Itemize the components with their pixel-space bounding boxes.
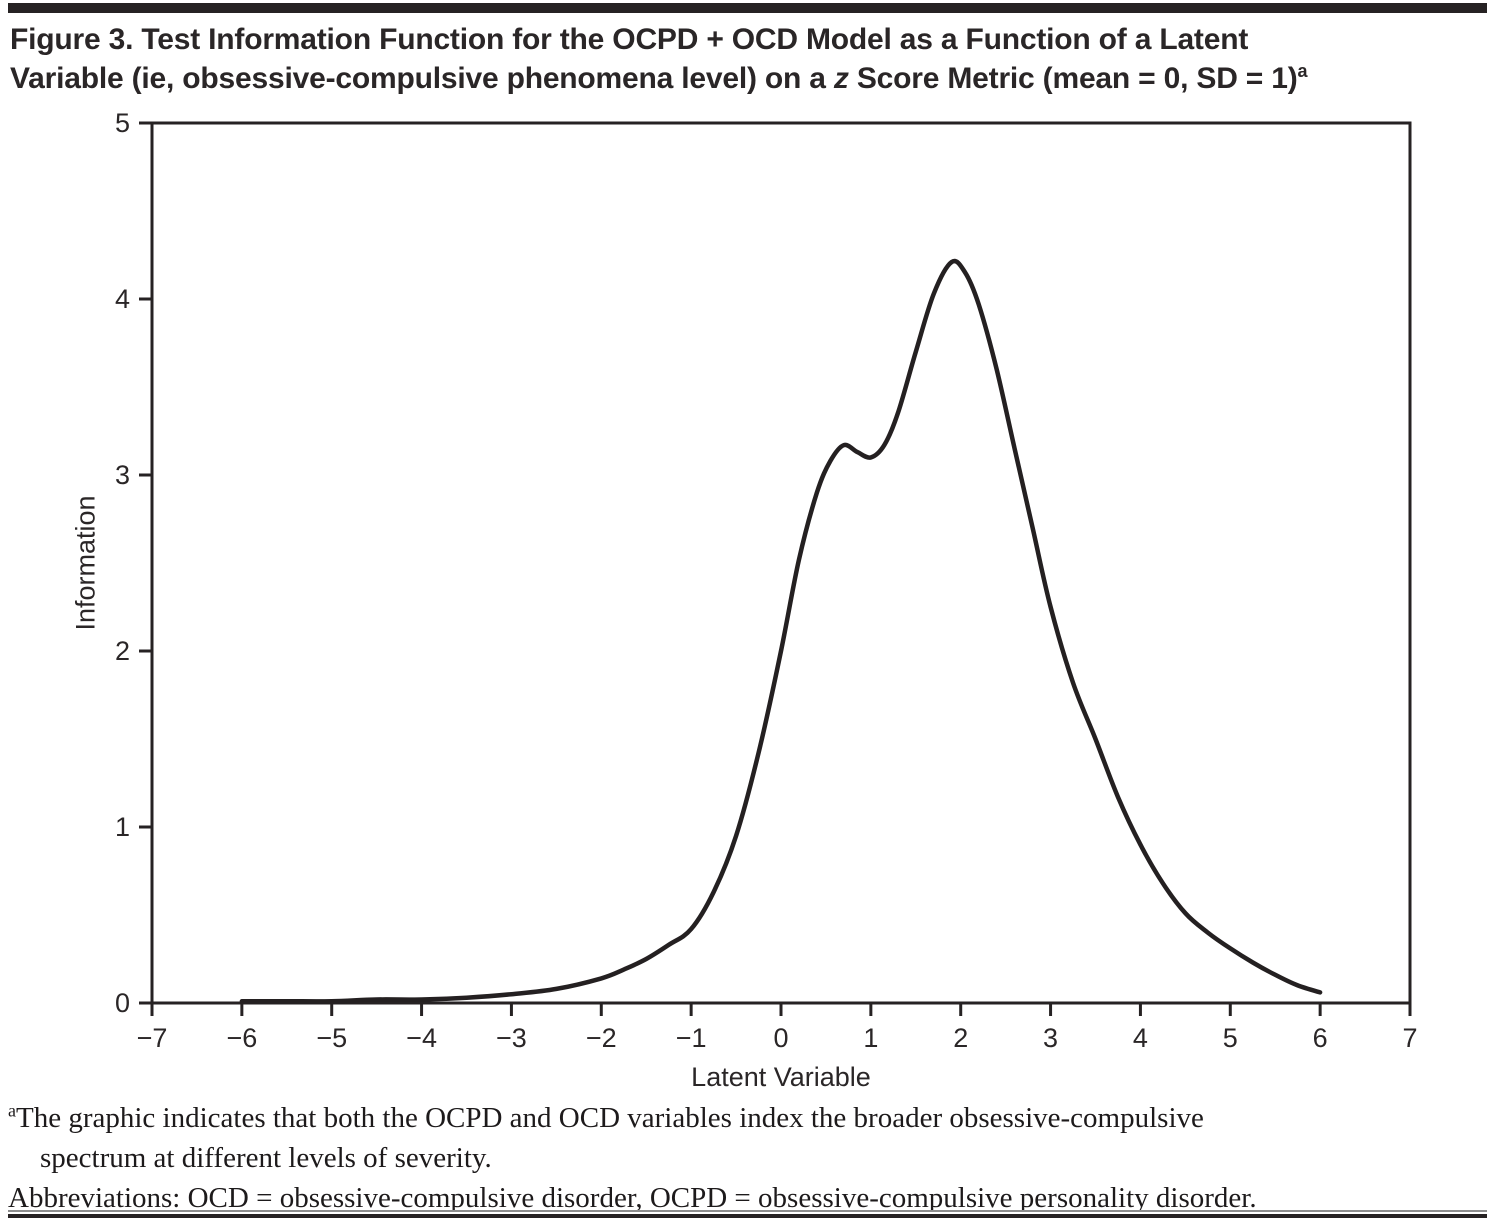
y-axis-tick-label: 1 (115, 812, 130, 842)
figure-title-line1: Figure 3. Test Information Function for … (10, 23, 1249, 56)
bottom-rule (8, 1210, 1487, 1218)
y-axis-tick-label: 4 (115, 284, 130, 314)
x-axis-tick-label: 1 (863, 1023, 878, 1053)
x-axis-tick-label: −6 (226, 1023, 257, 1053)
figure-title-footnote-marker: a (1297, 61, 1308, 81)
footnote-marker: a (8, 1100, 16, 1121)
top-rule (8, 3, 1487, 13)
y-axis-tick-label: 0 (115, 988, 130, 1018)
figure-footnotes: aThe graphic indicates that both the OCP… (8, 1098, 1490, 1218)
footnote-text-2: spectrum at different levels of severity… (40, 1142, 492, 1174)
plot-border (150, 121, 1412, 1005)
x-axis-tick-label: 3 (1043, 1023, 1058, 1053)
y-axis-tick-label: 2 (115, 636, 130, 666)
x-axis-tick-label: −5 (316, 1023, 347, 1053)
test-information-curve (239, 258, 1323, 1004)
bottom-rule-thin-line (8, 1210, 1487, 1212)
x-axis-tick-label: 2 (953, 1023, 968, 1053)
y-axis-title: Information (70, 495, 101, 631)
footnote-line-1: aThe graphic indicates that both the OCP… (8, 1098, 1490, 1178)
figure-title: Figure 3. Test Information Function for … (10, 20, 1488, 98)
bottom-rule-thick-line (8, 1214, 1487, 1218)
x-axis-tick-label: 6 (1313, 1023, 1328, 1053)
bottom-rule-gap (8, 1212, 1487, 1214)
x-axis-tick-label: −4 (406, 1023, 437, 1053)
y-axis-tick-label: 3 (115, 460, 130, 490)
x-axis-tick-label: −3 (496, 1023, 527, 1053)
x-axis-tick-label: 7 (1402, 1023, 1417, 1053)
x-axis-tick-label: −7 (137, 1023, 168, 1053)
x-axis-title: Latent Variable (691, 1062, 871, 1092)
y-axis-tick-label: 5 (115, 108, 130, 138)
x-axis-tick-label: 5 (1223, 1023, 1238, 1053)
x-axis-tick-label: −2 (586, 1023, 617, 1053)
figure-title-line2-rest: Score Metric (mean = 0, SD = 1) (848, 62, 1298, 95)
x-axis-tick-label: −1 (676, 1023, 707, 1053)
figure-title-line2: Variable (ie, obsessive-compulsive pheno… (10, 62, 834, 95)
x-axis-tick-label: 4 (1133, 1023, 1148, 1053)
footnote-text-1: The graphic indicates that both the OCPD… (15, 1102, 1204, 1134)
figure-title-italic-z: z (833, 62, 849, 95)
x-axis-tick-label: 0 (773, 1023, 788, 1053)
footnote-abbreviations: Abbreviations: OCD = obsessive-compulsiv… (8, 1182, 1257, 1214)
